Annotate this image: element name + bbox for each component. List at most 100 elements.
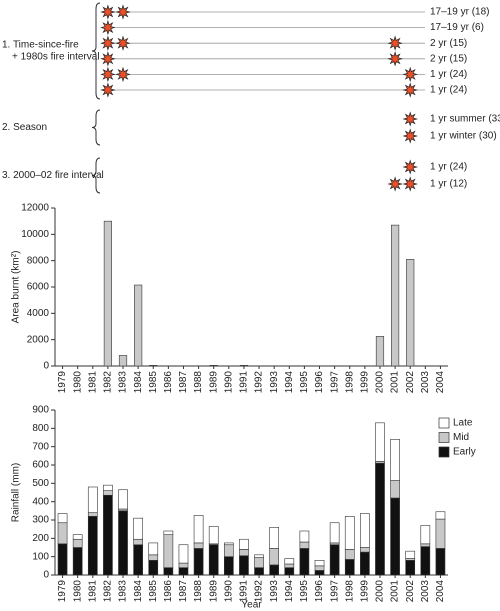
bar-segment	[360, 513, 370, 548]
bar-segment	[208, 544, 219, 576]
bar-segment	[284, 558, 295, 565]
row-label: 1 yr (24)	[430, 162, 467, 173]
y-tick-label: 8000	[27, 255, 50, 266]
bar-segment	[269, 527, 280, 549]
bar-segment	[163, 530, 174, 535]
fire-star	[402, 111, 418, 127]
x-tick-label: 1997	[329, 580, 340, 603]
bar-segment	[57, 513, 68, 524]
bar-segment	[375, 462, 385, 576]
bar-segment	[193, 542, 204, 549]
row-label: 1 yr (12)	[430, 179, 467, 190]
fire-star	[115, 4, 131, 20]
bar	[103, 220, 112, 367]
y-tick-label: 4000	[27, 308, 50, 319]
bar-segment	[163, 567, 174, 576]
bar	[391, 224, 400, 367]
x-tick-label: 2001	[390, 371, 401, 394]
x-tick-label: 1999	[360, 580, 371, 603]
x-tick-label: 2001	[390, 580, 401, 603]
x-tick-label: 1984	[133, 580, 144, 603]
legend-swatch	[438, 432, 450, 443]
x-tick-label: 1996	[314, 580, 325, 603]
bar-segment	[87, 486, 98, 513]
x-tick-label: 1989	[208, 371, 219, 394]
brace	[91, 109, 101, 146]
x-tick-label: 1986	[163, 580, 174, 603]
bar	[149, 365, 158, 367]
y-tick-label: 300	[32, 515, 49, 526]
bar-segment	[435, 518, 446, 549]
fire-star	[100, 82, 116, 98]
bar-segment	[344, 559, 355, 576]
x-tick-label: 1999	[360, 371, 371, 394]
x-tick-label: 1994	[284, 580, 295, 603]
x-tick-label: 1992	[254, 580, 265, 603]
x-tick-label: 1979	[57, 580, 68, 603]
bar-segment	[148, 560, 159, 576]
bar-segment	[57, 543, 68, 576]
bar-segment	[375, 422, 385, 462]
x-tick-label: 1991	[239, 371, 250, 394]
bar-segment	[314, 570, 325, 576]
fire-star	[402, 82, 418, 98]
x-tick-label: 1982	[103, 371, 114, 394]
y-tick-label: 900	[32, 405, 49, 416]
fire-star	[402, 159, 418, 175]
group-label: 1. Time-since-fire	[2, 40, 79, 51]
bar	[239, 365, 249, 367]
fire-star	[387, 35, 403, 51]
bar-segment	[254, 554, 264, 558]
bar-segment	[405, 560, 416, 576]
bar-segment	[103, 484, 113, 491]
bar-segment	[299, 548, 310, 576]
x-tick-label: 2004	[435, 371, 446, 394]
bar-segment	[254, 567, 264, 576]
bar-segment	[390, 480, 400, 499]
bar-segment	[72, 534, 83, 540]
x-tick-label: 1980	[72, 371, 83, 394]
y-tick-label: 500	[32, 478, 49, 489]
x-tick-label: 1981	[87, 371, 98, 394]
fire-star	[100, 4, 116, 20]
group-label: + 1980s fire interval	[12, 52, 100, 63]
bar-segment	[420, 543, 431, 547]
x-tick-label: 1992	[254, 371, 265, 394]
x-tick-label: 1994	[284, 371, 295, 394]
bar-segment	[299, 530, 310, 543]
row-label: 1 yr winter (30)	[430, 131, 497, 142]
legend-label: Mid	[453, 432, 469, 443]
bar-segment	[390, 497, 400, 576]
bar-segment	[314, 560, 325, 567]
bar-segment	[360, 547, 370, 553]
legend-label: Late	[453, 418, 473, 429]
x-tick-label: 1987	[178, 580, 189, 603]
bar-segment	[103, 490, 113, 496]
bar-segment	[223, 542, 234, 546]
bar-segment	[329, 544, 340, 576]
bar-segment	[87, 512, 98, 517]
x-tick-label: 2003	[420, 580, 431, 603]
bar-segment	[435, 548, 446, 576]
y-tick-label: 400	[32, 496, 49, 507]
x-tick-label: 2004	[435, 580, 446, 603]
x-tick-label: 1985	[148, 371, 159, 394]
x-tick-label: 1979	[57, 371, 68, 394]
bar-segment	[178, 562, 189, 568]
fire-star	[402, 128, 418, 144]
x-tick-label: 1984	[133, 371, 144, 394]
bar-segment	[390, 439, 400, 481]
bar-segment	[254, 557, 264, 568]
fire-star	[387, 51, 403, 67]
x-axis-label: Year	[241, 600, 262, 611]
y-axis-label: Area burnt (km²)	[11, 251, 22, 324]
bar-segment	[344, 516, 355, 550]
bar-segment	[239, 549, 249, 557]
bar-segment	[193, 548, 204, 576]
bar-segment	[87, 516, 98, 576]
y-axis-label: Rainfall (mm)	[11, 463, 22, 522]
bar-segment	[57, 522, 68, 545]
x-tick-label: 2003	[420, 371, 431, 394]
group-label: 2. Season	[2, 122, 47, 133]
bar-segment	[435, 511, 446, 520]
